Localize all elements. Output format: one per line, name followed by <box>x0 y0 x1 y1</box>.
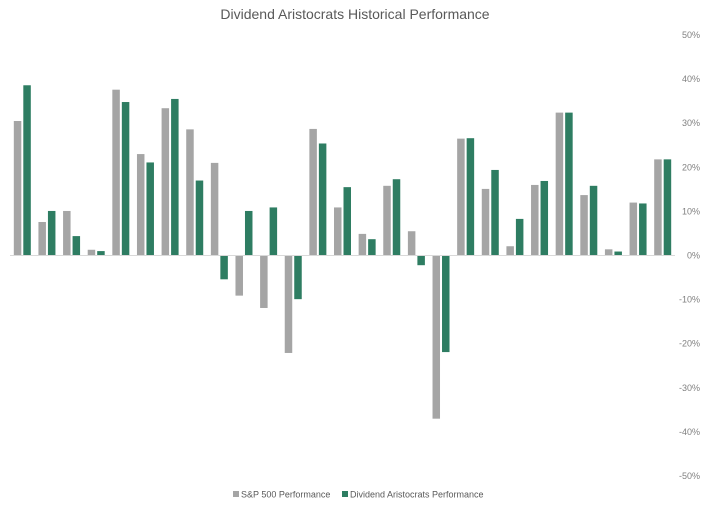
legend-label-sp500: S&P 500 Performance <box>241 490 330 500</box>
y-tick-label: 10% <box>682 206 700 216</box>
y-tick-label: -50% <box>679 471 700 481</box>
sp500-bar-8 <box>210 162 219 256</box>
legend: S&P 500 Performance Dividend Aristocrats … <box>233 490 484 500</box>
aristocrats-bar-7 <box>195 180 204 256</box>
bars-group <box>13 85 672 419</box>
aristocrats-bar-2 <box>72 236 81 256</box>
sp500-bar-26 <box>654 159 662 256</box>
sp500-bar-9 <box>235 255 243 296</box>
aristocrats-bar-12 <box>318 143 327 256</box>
aristocrats-bar-6 <box>171 98 179 256</box>
sp500-bar-2 <box>63 210 71 256</box>
aristocrats-bar-11 <box>294 255 302 300</box>
sp500-bar-12 <box>309 128 317 256</box>
aristocrats-bar-21 <box>540 180 549 256</box>
aristocrats-bar-3 <box>97 251 105 256</box>
y-tick-label: -20% <box>679 339 700 349</box>
sp500-bar-11 <box>284 255 293 353</box>
sp500-bar-23 <box>580 195 588 256</box>
legend-swatch-sp500 <box>233 491 239 497</box>
aristocrats-bar-13 <box>343 187 351 256</box>
sp500-bar-14 <box>358 233 367 256</box>
sp500-bar-5 <box>136 154 145 256</box>
sp500-bar-25 <box>629 202 638 256</box>
sp500-bar-1 <box>38 221 46 256</box>
y-tick-label: -10% <box>679 295 700 305</box>
aristocrats-bar-20 <box>515 218 524 256</box>
aristocrats-bar-25 <box>639 203 647 256</box>
aristocrats-bar-24 <box>614 251 622 256</box>
sp500-bar-4 <box>112 89 120 256</box>
aristocrats-bar-9 <box>244 210 253 256</box>
sp500-bar-19 <box>481 188 490 256</box>
aristocrats-bar-14 <box>368 239 376 256</box>
aristocrats-bar-15 <box>392 179 401 256</box>
sp500-bar-10 <box>260 255 268 308</box>
sp500-bar-22 <box>555 112 564 256</box>
aristocrats-bar-18 <box>466 138 475 256</box>
sp500-bar-7 <box>186 129 194 256</box>
y-axis-ticks: 50% 40% 30% 20% 10% 0% -10% -20% -30% -40% -50% <box>679 30 700 481</box>
y-tick-label: -30% <box>679 383 700 393</box>
aristocrats-bar-0 <box>23 85 31 256</box>
aristocrats-bar-16 <box>417 255 425 266</box>
sp500-bar-18 <box>457 138 465 256</box>
sp500-bar-15 <box>383 185 391 256</box>
aristocrats-bar-4 <box>121 102 130 256</box>
sp500-bar-13 <box>334 207 342 256</box>
aristocrats-bar-17 <box>442 255 450 353</box>
aristocrats-bar-1 <box>47 210 56 256</box>
y-tick-label: 0% <box>687 251 700 261</box>
legend-label-aristocrats: Dividend Aristocrats Performance <box>350 490 484 500</box>
legend-swatch-aristocrats <box>342 491 348 497</box>
sp500-bar-6 <box>161 108 170 256</box>
sp500-bar-24 <box>604 249 613 256</box>
sp500-bar-0 <box>13 121 22 256</box>
aristocrats-bar-10 <box>269 207 278 256</box>
sp500-bar-16 <box>407 231 416 256</box>
aristocrats-bar-23 <box>589 185 598 256</box>
aristocrats-bar-26 <box>663 159 672 256</box>
chart-title: Dividend Aristocrats Historical Performa… <box>220 6 489 22</box>
aristocrats-bar-8 <box>220 255 228 280</box>
y-tick-label: 30% <box>682 118 700 128</box>
y-tick-label: 40% <box>682 74 700 84</box>
y-tick-label: 20% <box>682 162 700 172</box>
sp500-bar-21 <box>531 184 539 256</box>
aristocrats-bar-22 <box>565 112 573 256</box>
y-tick-label: -40% <box>679 427 700 437</box>
aristocrats-bar-19 <box>491 169 499 256</box>
y-tick-label: 50% <box>682 30 700 40</box>
sp500-bar-20 <box>506 246 514 256</box>
sp500-bar-3 <box>87 249 96 256</box>
sp500-bar-17 <box>432 255 441 419</box>
aristocrats-bar-5 <box>146 162 154 256</box>
